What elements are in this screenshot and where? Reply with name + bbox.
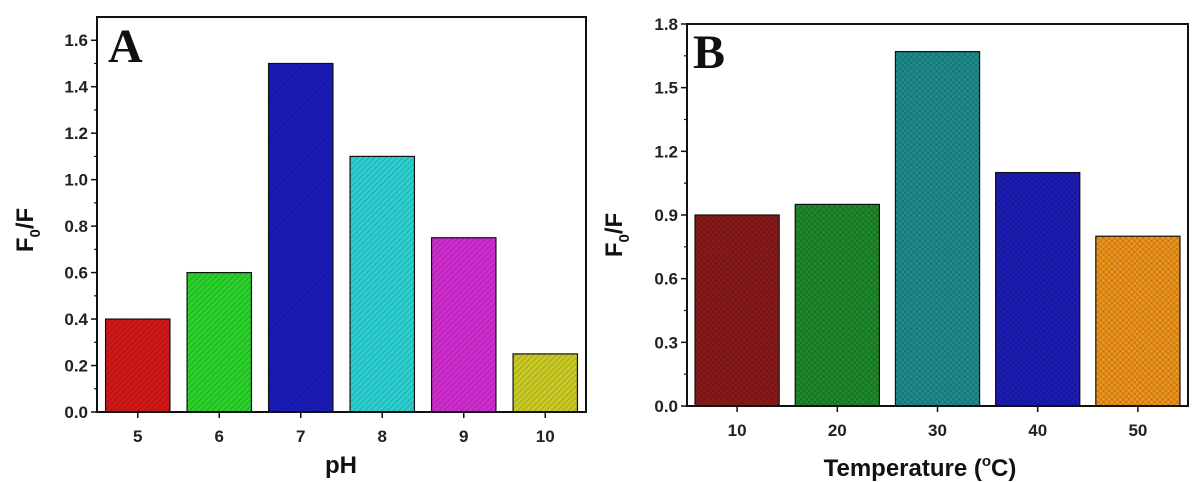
bar-a-9 <box>430 237 497 413</box>
bar-b-10 <box>694 214 780 407</box>
x-tick-label-a: 5 <box>133 427 142 446</box>
x-tick-label-b: 10 <box>728 421 747 440</box>
y-tick-label-a: 1.0 <box>64 171 88 190</box>
y-tick-label-a: 0.2 <box>64 357 88 376</box>
x-tick-label-b: 30 <box>928 421 947 440</box>
plot-frame-a <box>96 16 587 413</box>
bar-a-8 <box>349 155 416 413</box>
x-tick-label-a: 8 <box>378 427 387 446</box>
chart-panel-b: 0.0 0.3 0.6 0.9 1.2 1.5 1.8 10 20 30 40 50 B F0/F Temp… <box>600 0 1192 482</box>
x-tick-label-a: 9 <box>459 427 468 446</box>
panel-label-a: A <box>108 20 143 73</box>
y-tick-label-b: 0.6 <box>654 270 678 289</box>
bar-b-20 <box>794 203 880 407</box>
bar-b-50 <box>1095 235 1181 407</box>
y-tick-label-b: 0.9 <box>654 206 678 225</box>
x-tick-label-b: 20 <box>828 421 847 440</box>
bar-chart-a: 0.0 0.2 0.4 0.6 0.8 1.0 1.2 1.4 1.6 5 6 7 8 9 10 A F0/F p… <box>12 16 587 479</box>
bar-chart-b: 0.0 0.3 0.6 0.9 1.2 1.5 1.8 10 20 30 40 50 B F0/F Temp… <box>601 15 1189 482</box>
y-tick-label-a: 0.8 <box>64 217 88 236</box>
y-tick-label-b: 1.8 <box>654 15 678 34</box>
bar-a-5 <box>104 318 171 413</box>
x-tick-label-b: 40 <box>1028 421 1047 440</box>
y-tick-label-a: 1.2 <box>64 124 88 143</box>
y-axis-title-a: F0/F <box>12 208 44 252</box>
y-tick-label-a: 0.4 <box>64 310 88 329</box>
bar-b-30 <box>894 50 981 407</box>
y-tick-label-a: 1.4 <box>64 78 88 97</box>
chart-panel-a: 0.0 0.2 0.4 0.6 0.8 1.0 1.2 1.4 1.6 5 6 7 8 9 10 A F0/F p… <box>12 16 587 479</box>
y-tick-label-a: 0.6 <box>64 264 88 283</box>
x-tick-label-a: 10 <box>536 427 555 446</box>
y-tick-label-b: 0.3 <box>654 333 678 352</box>
y-tick-label-b: 1.2 <box>654 142 678 161</box>
bar-a-6 <box>186 271 253 413</box>
y-tick-label-b: 0.0 <box>654 397 678 416</box>
y-tick-label-a: 0.0 <box>64 403 88 422</box>
x-axis-title-a: pH <box>325 452 357 479</box>
x-tick-label-a: 6 <box>215 427 224 446</box>
x-axis-title-b: Temperature (oC) <box>824 453 1017 482</box>
y-axis-title-b: F0/F <box>601 213 633 257</box>
bar-b-40 <box>995 171 1081 407</box>
x-tick-label-b: 50 <box>1128 421 1147 440</box>
panel-label-b: B <box>693 26 725 79</box>
bar-a-10 <box>512 353 579 413</box>
y-tick-label-b: 1.5 <box>654 79 678 98</box>
bar-a-7 <box>267 62 334 413</box>
x-tick-label-a: 7 <box>296 427 305 446</box>
y-tick-label-a: 1.6 <box>64 31 88 50</box>
